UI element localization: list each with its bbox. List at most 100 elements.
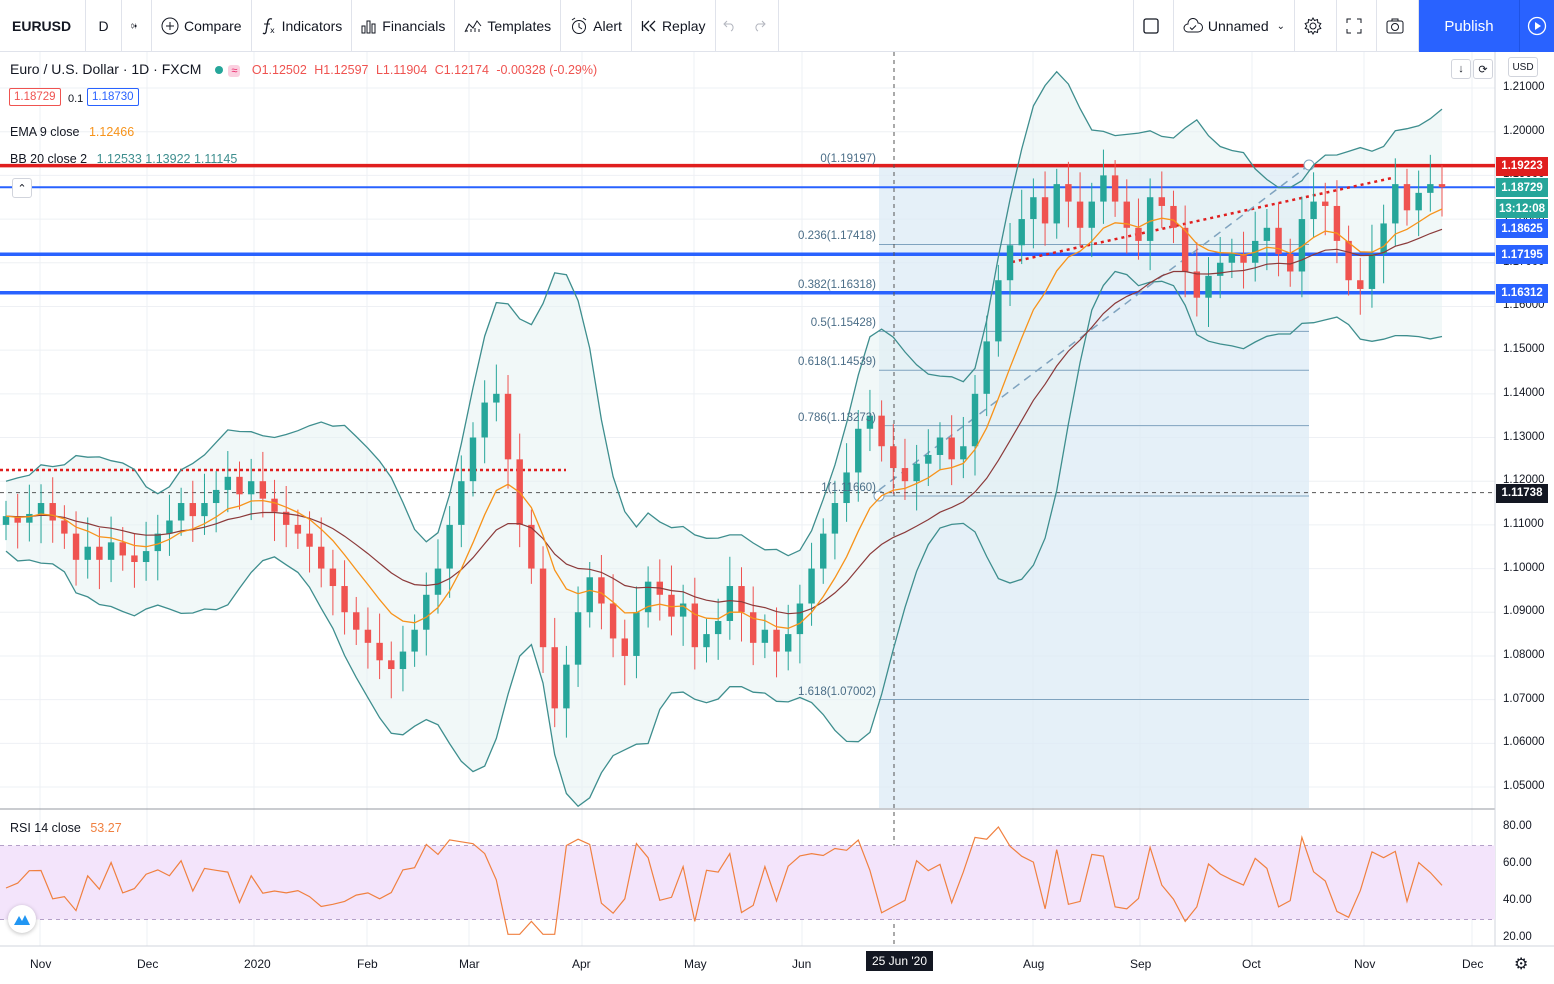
- compare-button[interactable]: Compare: [152, 0, 252, 52]
- alert-button[interactable]: Alert: [561, 0, 632, 52]
- bb-label: BB 20 close 2: [10, 152, 88, 166]
- publish-menu-button[interactable]: [1519, 0, 1554, 52]
- candle-body: [1380, 223, 1387, 255]
- candle-body: [1275, 227, 1282, 255]
- candle-body: [749, 612, 757, 643]
- candle-body: [2, 516, 10, 525]
- candle-body: [1322, 201, 1329, 206]
- time-tick: Aug: [1023, 957, 1045, 971]
- fib-level-label: 0(1.19197): [820, 152, 876, 165]
- candle-body: [1111, 175, 1119, 202]
- fullscreen-button[interactable]: [1337, 0, 1377, 52]
- buy-price-button[interactable]: 1.18730: [87, 88, 139, 106]
- chart-type-button[interactable]: [122, 0, 152, 52]
- indicators-button[interactable]: x Indicators: [252, 0, 353, 52]
- candle-body: [353, 612, 360, 630]
- chart-canvas[interactable]: [0, 52, 1554, 984]
- fib-level-label: 0.236(1.17418): [797, 230, 876, 243]
- price-badge: 1.18729: [1496, 178, 1548, 198]
- fib-level-label: 0.786(1.13273): [797, 411, 876, 424]
- bb-basis-line: [5, 228, 1443, 615]
- candle-body: [855, 428, 862, 473]
- financials-button[interactable]: Financials: [352, 0, 456, 52]
- snapshot-button[interactable]: [1377, 0, 1419, 52]
- candle-body: [1392, 184, 1399, 224]
- legend-change: -0.00328 (-0.29%): [496, 63, 598, 77]
- svg-text:x: x: [270, 26, 275, 35]
- candle-body: [224, 476, 232, 490]
- ema-label: EMA 9 close: [10, 125, 80, 139]
- expand-icon: [1346, 18, 1362, 34]
- candle-body: [609, 603, 617, 639]
- redo-button[interactable]: [747, 0, 779, 52]
- interval-button[interactable]: D: [86, 0, 122, 52]
- price-tick: 1.06000: [1503, 736, 1545, 749]
- fullscreen-layout-toggle[interactable]: [1132, 0, 1174, 52]
- function-icon: x: [262, 17, 275, 35]
- candle-body: [236, 476, 243, 495]
- candle-body: [995, 280, 1002, 342]
- candle-body: [1181, 227, 1189, 272]
- settings-gear-bottom-icon[interactable]: ⚙: [1514, 956, 1529, 973]
- candle-body: [1006, 245, 1014, 281]
- price-tick: 1.21000: [1503, 81, 1545, 93]
- candle-body: [142, 551, 150, 563]
- layout-menu-button[interactable]: Unnamed ⌄: [1174, 0, 1295, 52]
- candle-body: [1030, 197, 1037, 220]
- time-tick: Dec: [1462, 957, 1484, 971]
- price-tick: 1.14000: [1503, 386, 1545, 399]
- candle-body: [189, 503, 197, 517]
- refresh-icon: ⟳: [1478, 63, 1488, 76]
- crosshair-date-label: 25 Jun '20: [866, 951, 934, 971]
- cloud-check-icon: [1183, 18, 1203, 33]
- candle-body: [563, 664, 570, 709]
- candle-body: [1100, 175, 1107, 202]
- settings-button[interactable]: [1295, 0, 1337, 52]
- rsi-tick: 40.00: [1503, 894, 1532, 906]
- templates-icon: [464, 19, 482, 32]
- redo-icon: [754, 20, 766, 31]
- fib-anchor-start: [873, 490, 885, 502]
- candle-body: [1170, 205, 1177, 228]
- candle-body: [1298, 219, 1306, 272]
- bb-lower-line: [5, 270, 1443, 808]
- plus-circle-icon: [161, 17, 179, 34]
- collapse-legend-button[interactable]: ⌃: [12, 178, 32, 198]
- candle-body: [259, 481, 267, 499]
- candle-body: [1053, 184, 1060, 224]
- candle-body: [1357, 280, 1364, 289]
- fib-level-label: 0.5(1.15428): [810, 317, 876, 330]
- candle-body: [423, 594, 430, 630]
- time-tick: Jun: [792, 957, 812, 971]
- rsi-tick: 80.00: [1503, 820, 1532, 832]
- candle-body: [1333, 205, 1341, 241]
- candle-body: [1345, 240, 1352, 281]
- legend-low: L1.11904: [375, 63, 428, 77]
- candle-body: [890, 446, 897, 469]
- candle-body: [1205, 275, 1212, 298]
- refresh-button[interactable]: ⟳: [1473, 59, 1493, 79]
- replay-button[interactable]: Replay: [632, 0, 716, 52]
- candle-body: [481, 402, 488, 438]
- bar-chart-icon: [361, 20, 376, 33]
- candle-body: [1018, 219, 1025, 246]
- candle-body: [866, 415, 874, 429]
- scroll-down-button[interactable]: ↓: [1451, 59, 1471, 79]
- time-tick: Feb: [357, 957, 378, 971]
- undo-button[interactable]: [716, 0, 747, 52]
- rsi-legend: RSI 14 close 53.27: [10, 821, 122, 835]
- candle-body: [318, 546, 325, 569]
- templates-button[interactable]: Templates: [455, 0, 562, 52]
- chevron-down-icon: ⌄: [1276, 20, 1285, 32]
- publish-button[interactable]: Publish: [1419, 0, 1519, 52]
- sell-price-button[interactable]: 1.18729: [9, 88, 61, 106]
- fib-level-label: 1.618(1.07002): [797, 685, 876, 698]
- currency-button[interactable]: USD: [1508, 57, 1538, 77]
- candle-body: [329, 568, 337, 587]
- candle-body: [691, 603, 699, 648]
- symbol-search[interactable]: EURUSD: [0, 0, 86, 52]
- camera-icon: [1386, 18, 1404, 34]
- price-tick: 1.11000: [1503, 517, 1544, 530]
- square-icon: [1143, 18, 1159, 34]
- legend-title: Euro / U.S. Dollar · 1D · FXCM: [10, 61, 202, 77]
